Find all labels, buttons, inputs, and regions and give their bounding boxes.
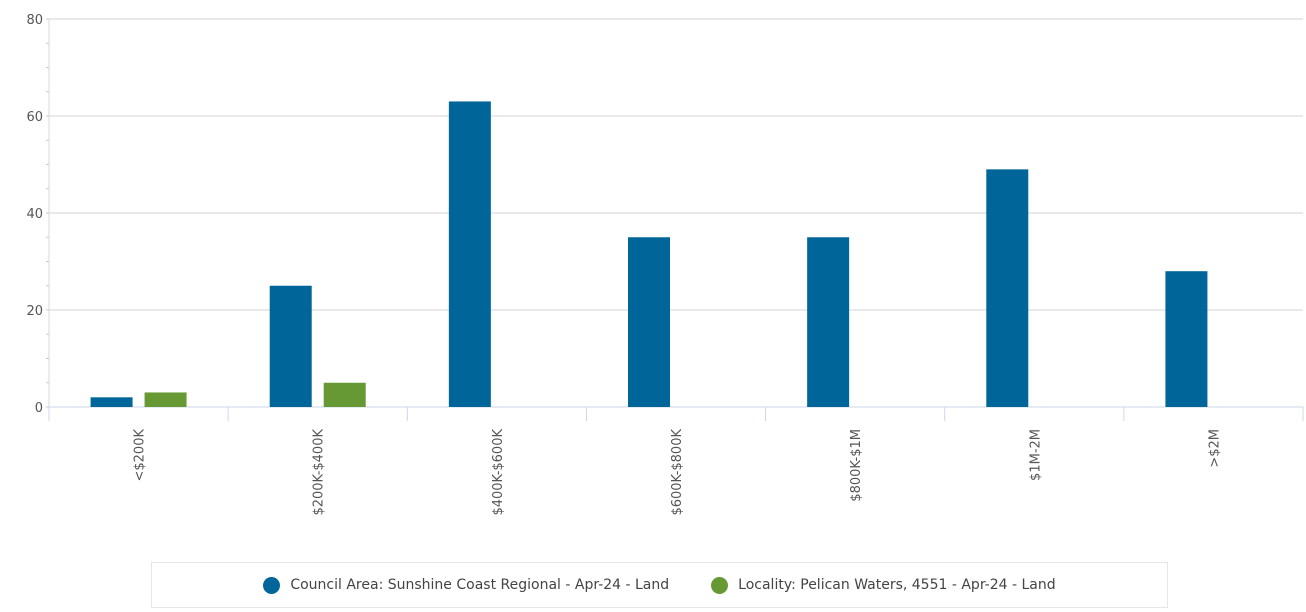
legend-item-council[interactable]: Council Area: Sunshine Coast Regional - … (263, 576, 670, 594)
x-tick-label: >$2M (1207, 429, 1222, 468)
y-tick-label: 0 (35, 401, 43, 416)
x-tick-label: $200K-$400K (312, 429, 327, 516)
x-tick-label: $800K-$1M (849, 429, 864, 502)
legend-item-locality[interactable]: Locality: Pelican Waters, 4551 - Apr-24 … (711, 576, 1056, 594)
bar-council (807, 237, 850, 407)
bar-council (628, 237, 670, 407)
bar-council (1165, 271, 1208, 407)
legend-marker-council (263, 576, 281, 594)
legend-label-council: Council Area: Sunshine Coast Regional - … (290, 577, 670, 593)
bar-council (90, 397, 133, 407)
legend-label-locality: Locality: Pelican Waters, 4551 - Apr-24 … (738, 577, 1056, 593)
bar-council (448, 101, 491, 407)
y-tick-label: 40 (26, 207, 43, 222)
bar-locality (323, 382, 366, 407)
x-tick-label: $1M-2M (1028, 429, 1043, 481)
y-tick-label: 80 (26, 13, 43, 28)
bar-locality (144, 392, 187, 407)
y-tick-label: 20 (26, 304, 43, 319)
x-tick-label: <$200K (133, 429, 148, 482)
y-tick-label: 60 (26, 110, 43, 125)
legend: Council Area: Sunshine Coast Regional - … (151, 562, 1168, 608)
x-tick-label: $400K-$600K (491, 429, 506, 516)
legend-marker-locality (711, 576, 729, 594)
bar-council (269, 285, 312, 407)
bar-council (986, 169, 1029, 407)
x-tick-label: $600K-$800K (670, 429, 685, 516)
